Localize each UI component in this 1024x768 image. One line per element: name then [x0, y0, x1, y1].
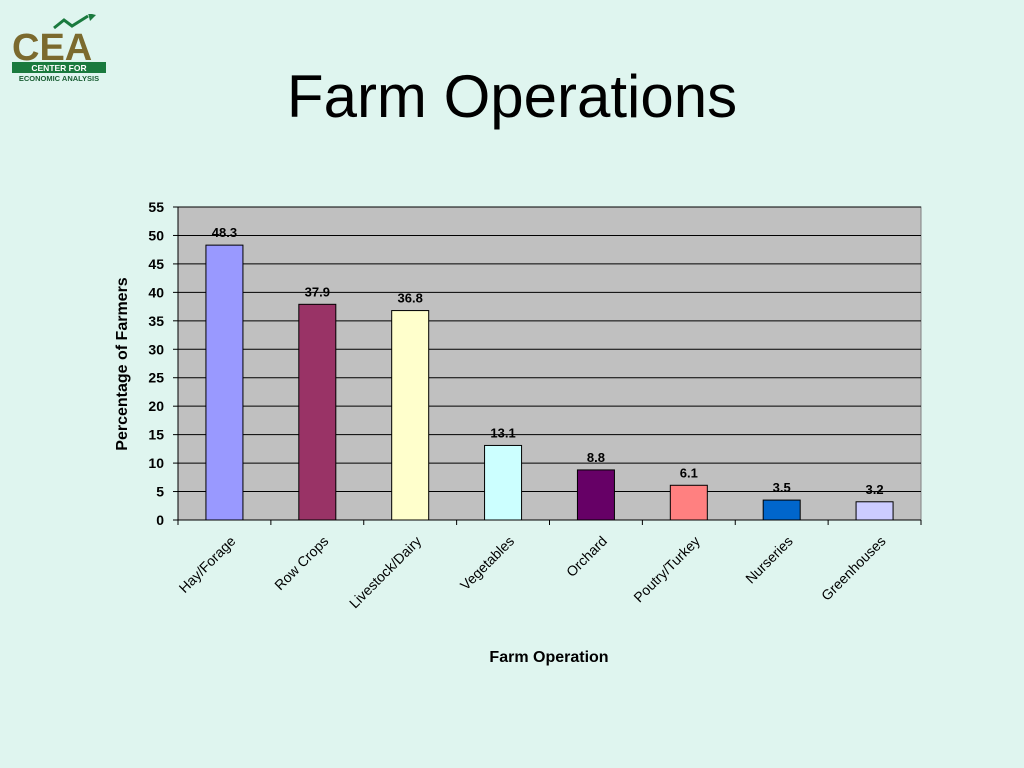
logo-band — [12, 62, 106, 73]
trend-arrow-icon — [53, 14, 89, 30]
y-tick-label: 10 — [148, 455, 164, 471]
y-tick-label: 55 — [148, 199, 164, 215]
cea-logo: CEA CENTER FOR ECONOMIC ANALYSIS — [12, 14, 106, 83]
data-label: 8.8 — [587, 450, 605, 465]
bar-hay-forage — [205, 244, 244, 521]
bar-orchard — [576, 469, 615, 521]
data-label: 36.8 — [398, 291, 423, 306]
x-category-label: Livestock/Dairy — [346, 533, 424, 611]
x-category-label: Row Crops — [271, 533, 331, 593]
logo-line1: CENTER FOR — [31, 63, 86, 73]
bar-vegetables — [484, 444, 523, 521]
data-label: 37.9 — [305, 284, 330, 299]
bar-nurseries — [762, 499, 801, 521]
data-label: 48.3 — [212, 225, 237, 240]
data-label: 3.5 — [773, 480, 791, 495]
y-tick-label: 0 — [156, 512, 164, 528]
y-tick-label: 25 — [148, 370, 164, 386]
y-tick-label: 15 — [148, 427, 164, 443]
bar-livestock-dairy — [391, 310, 430, 521]
data-label: 3.2 — [866, 482, 884, 497]
bar-greenhouses — [855, 501, 894, 521]
y-tick-label: 20 — [148, 398, 164, 414]
x-category-label: Orchard — [563, 533, 610, 580]
logo-line2: ECONOMIC ANALYSIS — [19, 74, 99, 83]
data-label: 6.1 — [680, 465, 698, 480]
bar-poutry-turkey — [669, 484, 708, 521]
arrow-head-icon — [88, 14, 96, 21]
y-tick-label: 5 — [156, 484, 164, 500]
y-tick-label: 35 — [148, 313, 164, 329]
y-tick-label: 50 — [148, 227, 164, 243]
data-label: 13.1 — [490, 425, 515, 440]
y-tick-label: 30 — [148, 341, 164, 357]
chart-title: Farm Operations — [286, 63, 738, 130]
x-category-label: Hay/Forage — [176, 533, 239, 596]
x-category-label: Poutry/Turkey — [630, 533, 703, 606]
x-category-label: Greenhouses — [818, 533, 889, 604]
bar-row-crops — [298, 303, 337, 521]
y-tick-label: 40 — [148, 284, 164, 300]
y-tick-label: 45 — [148, 256, 164, 272]
x-axis-title: Farm Operation — [489, 649, 608, 666]
x-category-label: Nurseries — [742, 533, 796, 587]
y-axis-title: Percentage of Farmers — [114, 277, 131, 451]
plot-area — [177, 206, 922, 521]
x-category-label: Vegetables — [457, 533, 517, 593]
